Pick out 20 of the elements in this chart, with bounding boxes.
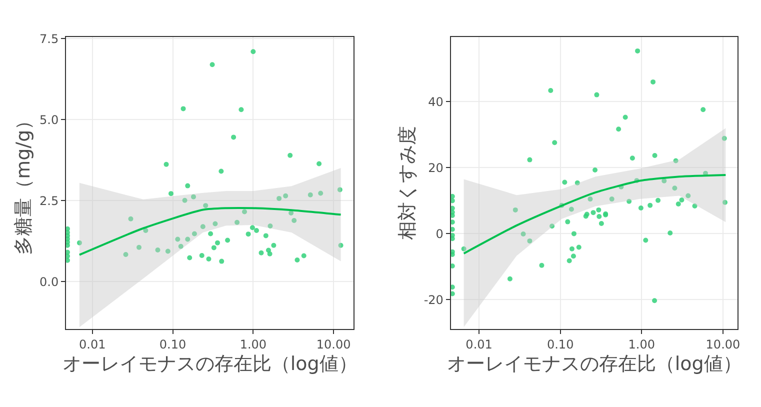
y-tick-label: 0.0 [40, 274, 59, 289]
x-tick-label: 0.01 [466, 337, 492, 352]
x-tick-label: 1.00 [628, 337, 656, 352]
y-tick-label: 40 [428, 94, 444, 109]
x-tick-label: 0.01 [79, 337, 106, 352]
y-tick-label: 5.0 [40, 112, 59, 127]
y-tick-label: 7.5 [40, 32, 59, 46]
y-tick-label: 20 [428, 160, 444, 175]
y-tick-label: -20 [424, 292, 444, 307]
x-axis-title: オーレイモナスの存在比（log値） [446, 353, 742, 376]
x-tick-label: 10.00 [706, 337, 740, 352]
y-tick-label: 0 [436, 226, 444, 241]
x-tick-label: 0.10 [159, 337, 186, 352]
x-tick-label: 10.00 [316, 337, 351, 352]
y-axis-title: 相対くすみ度 [396, 126, 419, 240]
x-tick-label: 1.00 [240, 337, 267, 352]
x-axis-title: オーレイモナスの存在比（log値） [62, 353, 358, 376]
y-axis-title: 多糖量（mg/g） [12, 110, 34, 255]
y-tick-label: 2.5 [40, 194, 59, 208]
x-tick-label: 0.10 [546, 337, 574, 352]
